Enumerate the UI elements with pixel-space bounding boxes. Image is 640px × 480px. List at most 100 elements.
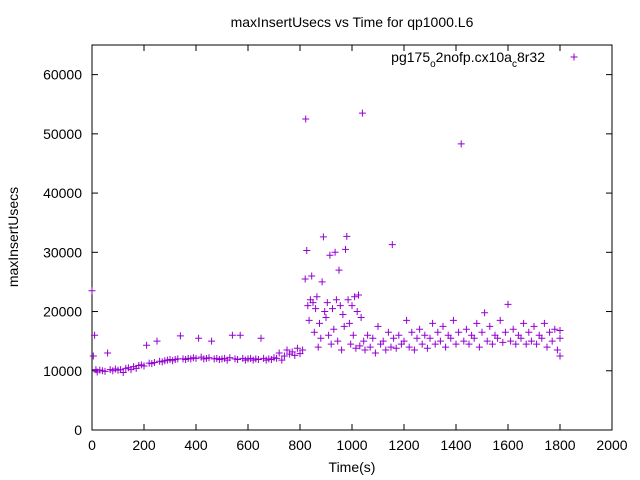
data-point [478,328,486,336]
data-point [280,352,288,360]
data-point [405,343,413,351]
data-point [351,293,359,301]
data-point [309,299,317,307]
data-point [348,302,356,310]
x-tick-label: 1200 [388,437,419,453]
data-point [283,346,291,354]
data-point [481,309,489,317]
data-point [499,338,507,346]
data-point [91,331,99,339]
data-point [357,313,365,321]
data-point [314,343,322,351]
data-point [176,332,184,340]
data-point [540,319,548,327]
data-point [205,354,213,362]
data-point [291,351,299,359]
data-point [507,337,515,345]
data-point [470,334,478,342]
data-point [330,325,338,333]
data-point [338,346,346,354]
y-tick-label: 0 [74,422,82,438]
data-point [556,326,564,334]
data-point [496,316,504,324]
data-point [410,346,418,354]
data-point [352,344,360,352]
y-tick-label: 10000 [43,363,82,379]
data-point [119,369,127,377]
legend-name-tail: 8r32 [517,49,545,65]
data-point [303,247,311,255]
data-point [431,340,439,348]
y-tick-label: 40000 [43,185,82,201]
data-point [143,341,151,349]
data-point [371,349,379,357]
data-point [150,358,158,366]
data-point [332,296,340,304]
data-point [426,334,434,342]
data-point [296,350,304,358]
data-point [447,334,455,342]
data-point [543,343,551,351]
x-axis-label: Time(s) [329,459,376,475]
data-point [360,337,368,345]
data-point [313,293,321,301]
data-point [317,334,325,342]
data-point [457,140,465,148]
data-point [358,109,366,117]
data-point [546,328,554,336]
data-point [384,328,392,336]
data-point [89,352,97,360]
data-point [436,337,444,345]
data-point [329,305,336,313]
data-point [374,322,382,330]
data-point [512,340,520,348]
data-point [527,337,535,345]
data-point [299,346,307,354]
data-point [530,322,538,330]
data-point [473,319,481,327]
data-point [308,272,316,280]
data-point [301,275,309,283]
data-point [488,340,496,348]
chart-title: maxInsertUsecs vs Time for qp1000.L6 [231,14,474,30]
data-point [533,340,541,348]
y-tick-label: 30000 [43,244,82,260]
data-point [234,356,242,364]
data-point [335,266,343,274]
legend-name-base: pg175 [391,49,430,65]
data-point [379,337,387,345]
x-tick-label: 1000 [336,437,367,453]
data-point [339,311,347,318]
data-point [334,337,342,345]
plot-border [91,44,613,431]
x-tick-label: 1600 [492,437,523,453]
data-point [101,367,109,375]
legend: pg175o2nofp.cx10ac8r32 [391,49,578,70]
y-tick-label: 50000 [43,126,82,142]
data-point [556,334,564,342]
data-point [462,325,470,333]
legend-name-mid: 2nofp.cx10a [436,49,512,65]
data-point [483,337,491,345]
data-point [421,331,429,339]
data-point [336,302,344,310]
data-point [553,346,561,354]
data-point [413,334,421,342]
data-point [366,343,374,351]
data-point [382,346,390,354]
x-tick-label: 1800 [544,437,575,453]
legend-entry-label: pg175o2nofp.cx10ac8r32 [391,49,545,70]
data-point [226,354,234,362]
data-point [355,291,362,299]
x-axis-ticks: 0 200 400 600 800 1000 1200 1400 1600 1800 2000 [88,45,628,453]
data-point [388,241,396,249]
y-tick-label: 60000 [43,67,82,83]
data-point [305,316,313,324]
data-point [504,300,512,308]
plot-frame [91,44,613,431]
data-point [254,356,262,364]
data-point [319,233,327,241]
data-point [347,340,355,348]
data-point [465,340,473,348]
